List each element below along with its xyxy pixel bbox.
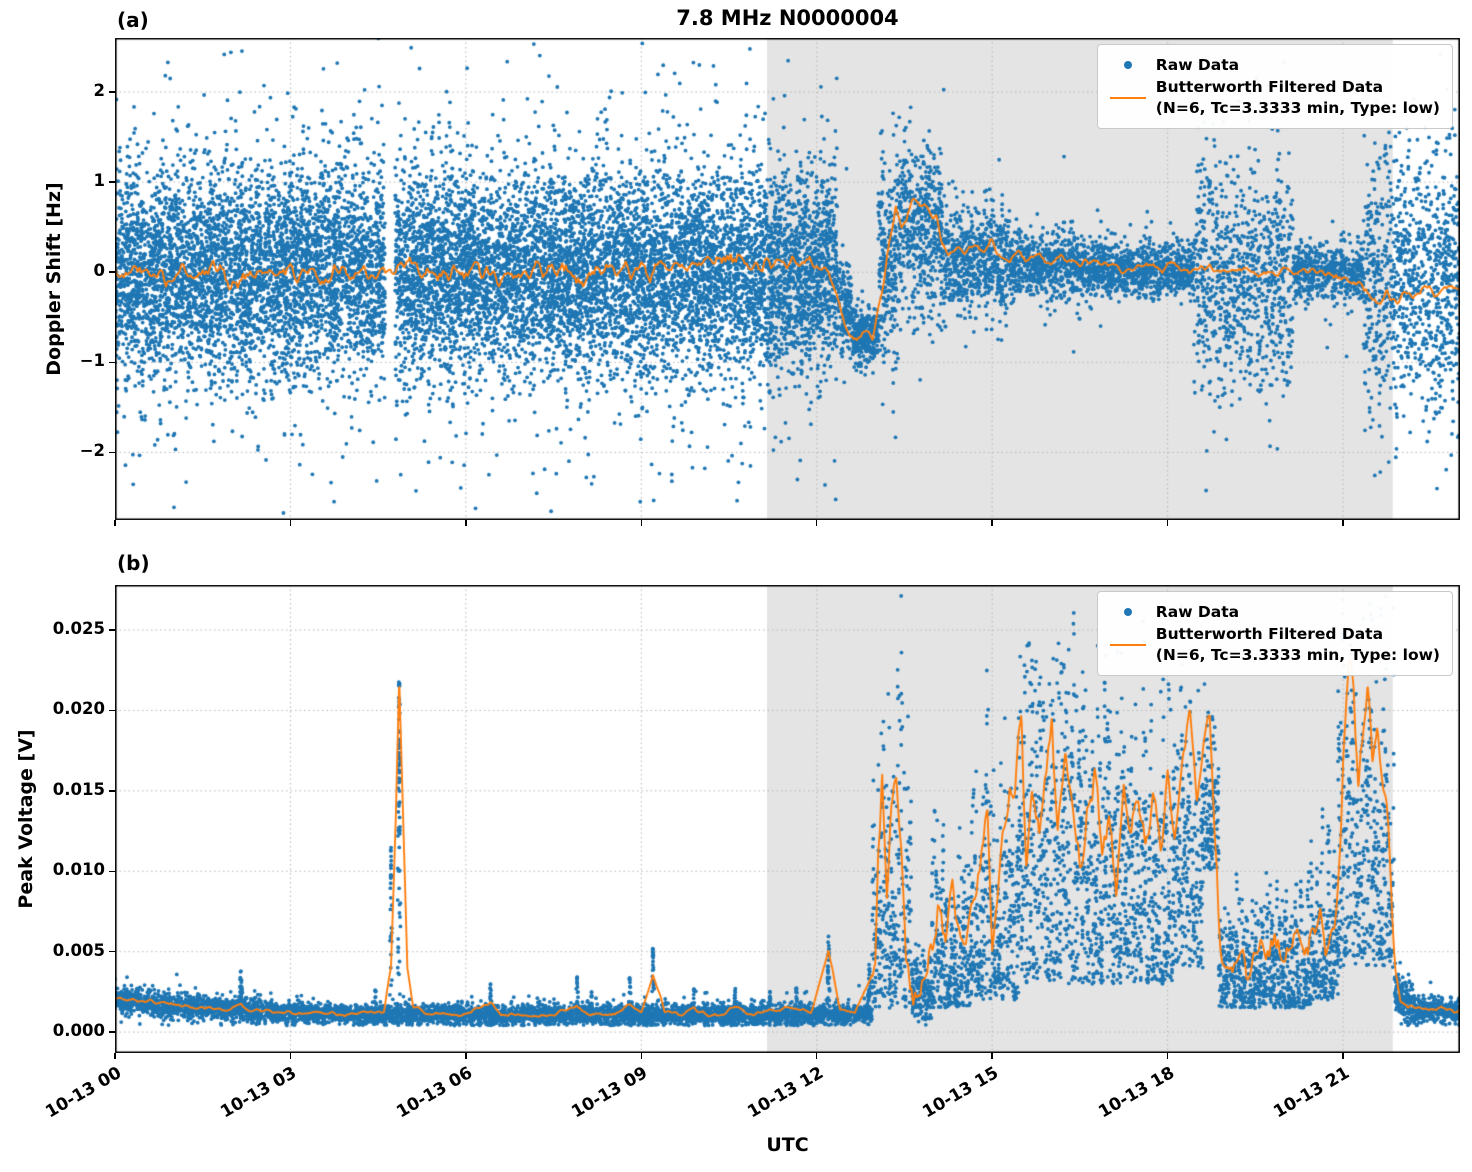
x-tick-mark — [991, 1053, 993, 1059]
raw-data-marker-handle — [1110, 61, 1146, 70]
x-axis-label: UTC — [766, 1134, 809, 1156]
y-tick-mark — [109, 451, 115, 454]
legend-filtered-label-line2: (N=6, Tc=3.3333 min, Type: low) — [1155, 645, 1440, 664]
legend-panel-b: Raw Data Butterworth Filtered Data (N=6,… — [1096, 591, 1453, 677]
legend-filtered-row: Butterworth Filtered Data (N=6, Tc=3.333… — [1109, 624, 1440, 665]
filtered-line-marker-handle — [1109, 643, 1146, 646]
legend-raw-label: Raw Data — [1155, 603, 1240, 621]
y-tick-label: 1 — [93, 171, 105, 191]
legend-filtered-label-line2: (N=6, Tc=3.3333 min, Type: low) — [1155, 98, 1440, 117]
y-tick-mark — [109, 870, 115, 873]
raw-data-marker — [1123, 61, 1132, 70]
y-tick-label: 0.010 — [52, 860, 105, 880]
x-tick-mark — [289, 1053, 292, 1059]
legend-raw-row: Raw Data — [1110, 602, 1440, 622]
filtered-line-marker-handle — [1109, 96, 1146, 99]
x-tick-mark — [114, 1053, 116, 1059]
raw-data-marker — [1123, 608, 1132, 617]
x-tick-mark — [991, 520, 993, 526]
y-tick-mark — [109, 709, 115, 712]
legend-filtered-label: Butterworth Filtered Data (N=6, Tc=3.333… — [1156, 624, 1440, 665]
raw-data-marker-handle — [1110, 608, 1146, 617]
y-tick-label: 0.000 — [52, 1021, 105, 1041]
y-tick-mark — [109, 91, 115, 93]
legend-filtered-label-line1: Butterworth Filtered Data — [1155, 625, 1384, 644]
panel-a-label: (a) — [117, 8, 149, 32]
y-tick-label: 0.015 — [52, 779, 105, 799]
x-tick-mark — [1166, 520, 1169, 526]
y-tick-mark — [109, 790, 115, 792]
y-tick-label: −1 — [79, 351, 105, 371]
x-tick-mark — [114, 520, 116, 526]
x-tick-mark — [640, 1053, 643, 1059]
y-tick-mark — [109, 271, 115, 273]
x-tick-label: 10-13 09 — [568, 1063, 652, 1123]
x-tick-label: 10-13 21 — [1270, 1063, 1354, 1123]
y-tick-mark — [109, 629, 115, 631]
x-tick-mark — [815, 520, 818, 526]
y-tick-label: 0.005 — [52, 940, 105, 960]
legend-filtered-label-line1: Butterworth Filtered Data — [1155, 78, 1384, 97]
legend-raw-row: Raw Data — [1110, 55, 1440, 75]
x-tick-mark — [289, 520, 292, 526]
filtered-line-marker — [1109, 96, 1146, 99]
x-tick-label: 10-13 06 — [393, 1063, 476, 1123]
y-tick-label: 0.020 — [52, 699, 105, 719]
panel-b-label: (b) — [117, 551, 150, 575]
filtered-line-marker — [1109, 643, 1146, 646]
y-axis-label-voltage: Peak Voltage [V] — [15, 729, 37, 909]
y-tick-label: 2 — [93, 81, 105, 101]
chart-title: 7.8 MHz N0000004 — [676, 6, 899, 30]
x-tick-mark — [1166, 1053, 1169, 1059]
x-tick-mark — [465, 1053, 467, 1059]
x-tick-mark — [1342, 520, 1344, 526]
x-tick-mark — [640, 520, 643, 526]
x-tick-label: 10-13 18 — [1094, 1063, 1178, 1123]
y-tick-label: 0.025 — [52, 619, 105, 639]
legend-filtered-row: Butterworth Filtered Data (N=6, Tc=3.333… — [1109, 77, 1440, 118]
x-tick-label: 10-13 00 — [42, 1063, 125, 1123]
x-tick-label: 10-13 12 — [744, 1063, 827, 1123]
x-tick-mark — [465, 520, 467, 526]
x-tick-mark — [1342, 1053, 1344, 1059]
legend-raw-label: Raw Data — [1155, 56, 1240, 74]
y-tick-label: 0 — [93, 261, 105, 281]
y-tick-mark — [109, 1031, 115, 1033]
y-tick-label: −2 — [79, 441, 105, 461]
x-tick-mark — [815, 1053, 818, 1059]
legend-filtered-label: Butterworth Filtered Data (N=6, Tc=3.333… — [1156, 77, 1440, 118]
legend-panel-a: Raw Data Butterworth Filtered Data (N=6,… — [1096, 44, 1453, 130]
x-tick-label: 10-13 15 — [919, 1063, 1003, 1123]
y-tick-mark — [109, 181, 115, 183]
y-tick-mark — [109, 361, 115, 364]
y-tick-mark — [109, 950, 115, 953]
x-tick-label: 10-13 03 — [217, 1063, 301, 1123]
